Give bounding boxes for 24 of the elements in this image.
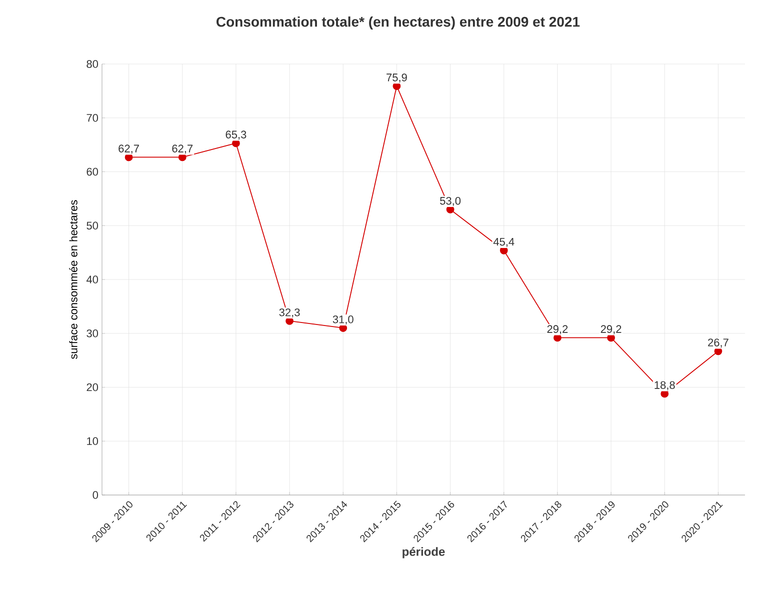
data-label: 62,7 bbox=[118, 144, 139, 154]
data-label: 29,2 bbox=[600, 325, 622, 334]
chart-title: Consommation totale* (en hectares) entre 2009 et 2021 bbox=[216, 16, 580, 30]
data-label: 26,7 bbox=[708, 338, 728, 348]
y-tick-label: 50 bbox=[86, 222, 98, 230]
y-tick-label: 0 bbox=[92, 491, 98, 499]
data-label: 31,0 bbox=[332, 315, 354, 325]
y-tick-label: 70 bbox=[86, 114, 98, 122]
data-label: 65,3 bbox=[226, 130, 246, 140]
data-label: 32,3 bbox=[279, 308, 300, 318]
y-tick-label: 40 bbox=[86, 276, 98, 284]
data-label: 29,2 bbox=[547, 325, 568, 334]
data-label: 75,9 bbox=[386, 74, 407, 83]
x-axis-title: période bbox=[402, 546, 445, 558]
y-tick-label: 20 bbox=[86, 383, 98, 392]
y-tick-label: 60 bbox=[86, 168, 98, 176]
data-label: 62,7 bbox=[172, 144, 193, 154]
y-tick-label: 80 bbox=[86, 60, 98, 68]
data-label: 53,0 bbox=[440, 196, 461, 206]
y-tick-label: 10 bbox=[87, 437, 98, 446]
data-label: 45,4 bbox=[493, 238, 514, 247]
data-label: 18,8 bbox=[654, 381, 675, 390]
y-axis-title: surface consommée en hectares bbox=[69, 200, 78, 359]
y-tick-label: 30 bbox=[86, 329, 98, 338]
